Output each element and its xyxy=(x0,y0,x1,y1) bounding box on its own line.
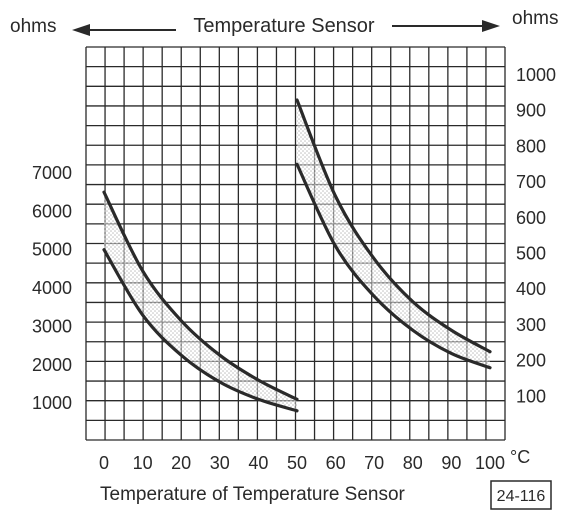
x-tick-label: 70 xyxy=(364,453,384,473)
tolerance-band-right xyxy=(297,99,490,368)
right-axis-unit-label: ohms xyxy=(512,8,558,29)
left-tick-labels: 7000 6000 5000 4000 3000 2000 1000 xyxy=(32,163,72,413)
x-tick-label: 100 xyxy=(475,453,505,473)
right-tick-label: 100 xyxy=(516,386,546,406)
right-tick-label: 600 xyxy=(516,208,546,228)
curve-right-lower xyxy=(295,162,492,370)
left-tick-label: 7000 xyxy=(32,163,72,183)
x-tick-label: 20 xyxy=(171,453,191,473)
figure-id-box xyxy=(490,480,552,510)
right-tick-label: 1000 xyxy=(516,65,556,85)
left-axis-unit-label: ohms xyxy=(10,16,56,37)
x-tick-label: 80 xyxy=(403,453,423,473)
curve-left-lower-points xyxy=(103,249,298,411)
grid xyxy=(85,46,506,441)
right-tick-label: 200 xyxy=(516,351,546,371)
x-tick-label: 60 xyxy=(326,453,346,473)
right-tick-label: 300 xyxy=(516,315,546,335)
resistance-curves xyxy=(102,98,492,413)
title-arrow-left xyxy=(72,24,176,36)
right-tick-label: 400 xyxy=(516,279,546,299)
x-tick-label: 90 xyxy=(441,453,461,473)
left-tick-label: 1000 xyxy=(32,393,72,413)
x-tick-label: 40 xyxy=(248,453,268,473)
right-tick-label: 900 xyxy=(516,101,546,121)
curve-left-upper xyxy=(102,190,299,401)
x-tick-labels: 0 10 20 30 40 50 60 70 80 90 100 °C xyxy=(99,447,530,473)
curve-left-upper-points xyxy=(103,192,298,400)
x-tick-label: 0 xyxy=(99,453,109,473)
left-tick-label: 5000 xyxy=(32,240,72,260)
x-tick-label: 10 xyxy=(133,453,153,473)
curve-left-lower xyxy=(102,248,299,413)
right-tick-label: 800 xyxy=(516,136,546,156)
left-tick-label: 4000 xyxy=(32,278,72,298)
title-arrow-right xyxy=(392,20,500,32)
tolerance-band-left xyxy=(104,192,297,411)
right-tick-label: 500 xyxy=(516,244,546,264)
left-tick-label: 3000 xyxy=(32,316,72,336)
figure-id: 24-116 xyxy=(497,488,546,505)
right-tick-labels: 1000 900 800 700 600 500 400 300 200 100 xyxy=(516,65,556,406)
x-tick-label: 30 xyxy=(210,453,230,473)
curve-right-lower-points xyxy=(296,164,491,368)
right-tick-label: 700 xyxy=(516,172,546,192)
curve-right-upper-points xyxy=(296,99,491,352)
left-tick-label: 2000 xyxy=(32,355,72,375)
left-tick-label: 6000 xyxy=(32,201,72,221)
plot-area xyxy=(85,46,506,441)
x-axis-label: Temperature of Temperature Sensor xyxy=(100,484,406,505)
x-tick-label: 50 xyxy=(287,453,307,473)
chart-title: Temperature Sensor xyxy=(193,15,375,37)
x-unit-label: °C xyxy=(510,447,530,467)
